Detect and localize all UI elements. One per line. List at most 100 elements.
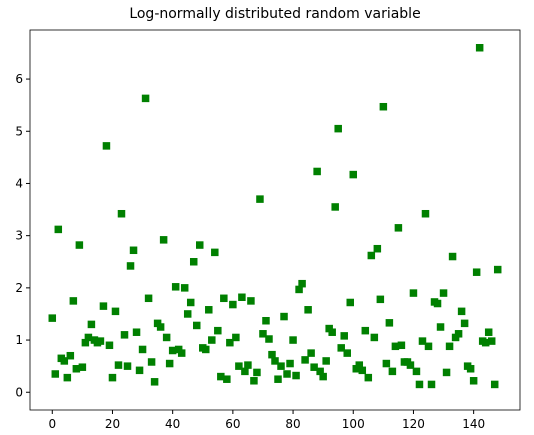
marker <box>412 367 421 376</box>
marker <box>424 342 433 351</box>
marker <box>292 371 300 380</box>
marker <box>454 330 463 338</box>
marker <box>388 367 397 376</box>
y-tick-label: 0 <box>15 385 23 399</box>
marker <box>475 43 484 52</box>
marker <box>331 203 339 211</box>
marker <box>129 246 138 255</box>
marker <box>481 338 490 347</box>
x-tick-label: 100 <box>342 417 365 431</box>
marker <box>490 380 499 389</box>
marker <box>78 363 87 371</box>
marker <box>289 336 297 344</box>
marker <box>66 351 75 360</box>
marker <box>238 293 246 302</box>
marker <box>202 345 210 354</box>
marker <box>457 307 466 316</box>
marker <box>223 375 231 383</box>
x-tick-label: 60 <box>225 417 240 431</box>
marker <box>409 289 418 297</box>
marker <box>69 297 78 305</box>
marker <box>436 323 445 331</box>
marker <box>250 377 258 385</box>
marker <box>111 307 120 316</box>
y-tick-label: 6 <box>15 72 23 86</box>
marker <box>141 94 150 103</box>
marker <box>313 167 321 176</box>
marker <box>183 310 192 318</box>
marker <box>298 279 306 288</box>
marker <box>259 330 267 338</box>
marker <box>310 363 318 371</box>
marker <box>96 337 105 345</box>
marker <box>322 357 330 365</box>
marker <box>472 268 481 276</box>
marker <box>180 284 189 292</box>
y-tick-label: 2 <box>15 281 23 295</box>
marker <box>126 262 135 270</box>
marker <box>120 331 129 339</box>
marker <box>304 306 312 314</box>
marker <box>244 361 252 369</box>
marker <box>232 333 240 342</box>
marker <box>346 298 354 307</box>
marker <box>54 225 63 234</box>
marker <box>382 359 391 368</box>
marker <box>433 299 442 308</box>
marker <box>87 320 96 329</box>
marker <box>235 362 243 370</box>
marker <box>102 142 111 150</box>
marker <box>349 170 358 179</box>
marker <box>60 357 69 365</box>
marker <box>415 380 424 389</box>
marker <box>51 370 60 378</box>
marker <box>253 368 261 377</box>
marker <box>469 377 478 385</box>
marker <box>177 349 186 357</box>
marker <box>358 366 367 375</box>
marker <box>319 372 327 381</box>
marker <box>466 365 475 373</box>
marker <box>186 298 195 307</box>
marker <box>84 333 93 342</box>
marker <box>247 297 255 305</box>
x-tick-label: 20 <box>105 417 120 431</box>
marker <box>205 306 213 314</box>
marker <box>265 335 273 343</box>
marker <box>123 362 132 370</box>
marker <box>301 356 309 364</box>
marker <box>189 258 198 266</box>
x-tick-label: 120 <box>402 417 425 431</box>
marker <box>229 300 237 309</box>
marker <box>147 358 156 366</box>
marker <box>135 366 144 375</box>
marker <box>192 321 201 330</box>
marker <box>391 342 400 351</box>
marker <box>328 328 336 336</box>
marker <box>168 346 177 355</box>
marker <box>196 241 204 249</box>
marker <box>487 337 496 345</box>
marker <box>376 295 385 304</box>
marker <box>343 349 351 357</box>
axes-frame <box>29 29 521 411</box>
marker <box>406 361 415 369</box>
marker <box>150 378 159 386</box>
marker <box>427 380 436 389</box>
marker <box>418 337 427 345</box>
marker <box>373 244 382 253</box>
marker <box>81 338 90 347</box>
marker <box>334 124 342 133</box>
marker <box>361 326 370 335</box>
marker <box>63 373 72 382</box>
marker <box>256 195 264 203</box>
marker <box>394 224 403 232</box>
marker <box>364 373 373 382</box>
y-tick-label: 1 <box>15 333 23 347</box>
marker <box>460 319 469 328</box>
marker <box>75 241 84 249</box>
marker <box>108 373 117 382</box>
marker <box>493 265 502 274</box>
